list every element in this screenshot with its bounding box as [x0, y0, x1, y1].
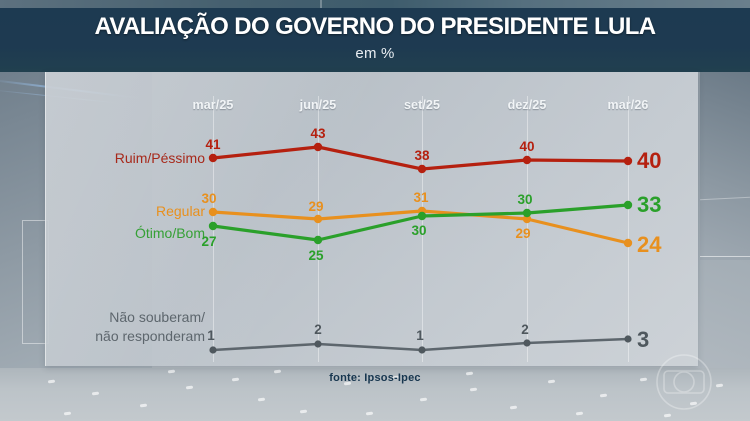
x-axis-label-2: set/25	[403, 98, 441, 112]
panel-left-edge	[45, 72, 46, 366]
value-otimo-4: 33	[637, 192, 662, 217]
value-regular-3: 29	[515, 226, 531, 241]
background-wall-right-lower	[700, 260, 750, 372]
series-label-nao-souberam-line2: não responderam	[95, 328, 205, 344]
header-bar	[0, 8, 750, 72]
x-axis-label-1: jun/25	[299, 98, 337, 112]
studio-floor	[0, 368, 750, 421]
series-label-nao-souberam-line1: Não souberam/	[109, 309, 205, 325]
series-label-regular: Regular	[155, 203, 205, 219]
gridline-mar25	[213, 96, 214, 362]
x-axis-label-4: mar/26	[607, 98, 649, 112]
value-ruim-1: 43	[310, 126, 326, 141]
globo-logo-watermark	[656, 354, 712, 410]
x-axis-label-0: mar/25	[192, 98, 234, 112]
page-title: AVALIAÇÃO DO GOVERNO DO PRESIDENTE LULA	[94, 13, 656, 40]
value-otimo-0: 27	[201, 234, 217, 249]
top-strip	[0, 0, 750, 8]
value-ruim-2: 38	[414, 148, 430, 163]
value-ns-1: 2	[314, 322, 322, 337]
x-axis-label-3: dez/25	[507, 98, 547, 112]
series-label-ruim-pessimo: Ruim/Péssimo	[114, 150, 205, 166]
series-label-otimo-bom: Ótimo/Bom	[134, 225, 205, 241]
value-ns-2: 1	[416, 328, 424, 343]
value-otimo-3: 30	[517, 192, 533, 207]
value-regular-1: 29	[308, 199, 324, 214]
top-strip-notch	[320, 0, 322, 8]
value-ruim-0: 41	[205, 137, 221, 152]
value-otimo-1: 25	[308, 248, 324, 263]
value-otimo-2: 30	[411, 223, 427, 238]
background-accent-line-2	[700, 256, 750, 257]
gridline-mar26	[628, 96, 629, 362]
value-ns-4: 3	[637, 327, 650, 352]
background-wall-right-upper	[700, 72, 750, 260]
value-ruim-3: 40	[519, 139, 535, 154]
page-subtitle: em %	[355, 45, 395, 62]
value-ruim-4: 40	[637, 148, 662, 173]
value-ns-0: 1	[207, 328, 215, 343]
source-caption: fonte: Ipsos-Ipec	[329, 372, 421, 384]
value-regular-4: 24	[637, 232, 662, 257]
value-regular-0: 30	[201, 191, 217, 206]
value-ns-3: 2	[521, 322, 529, 337]
value-regular-2: 31	[413, 190, 429, 205]
